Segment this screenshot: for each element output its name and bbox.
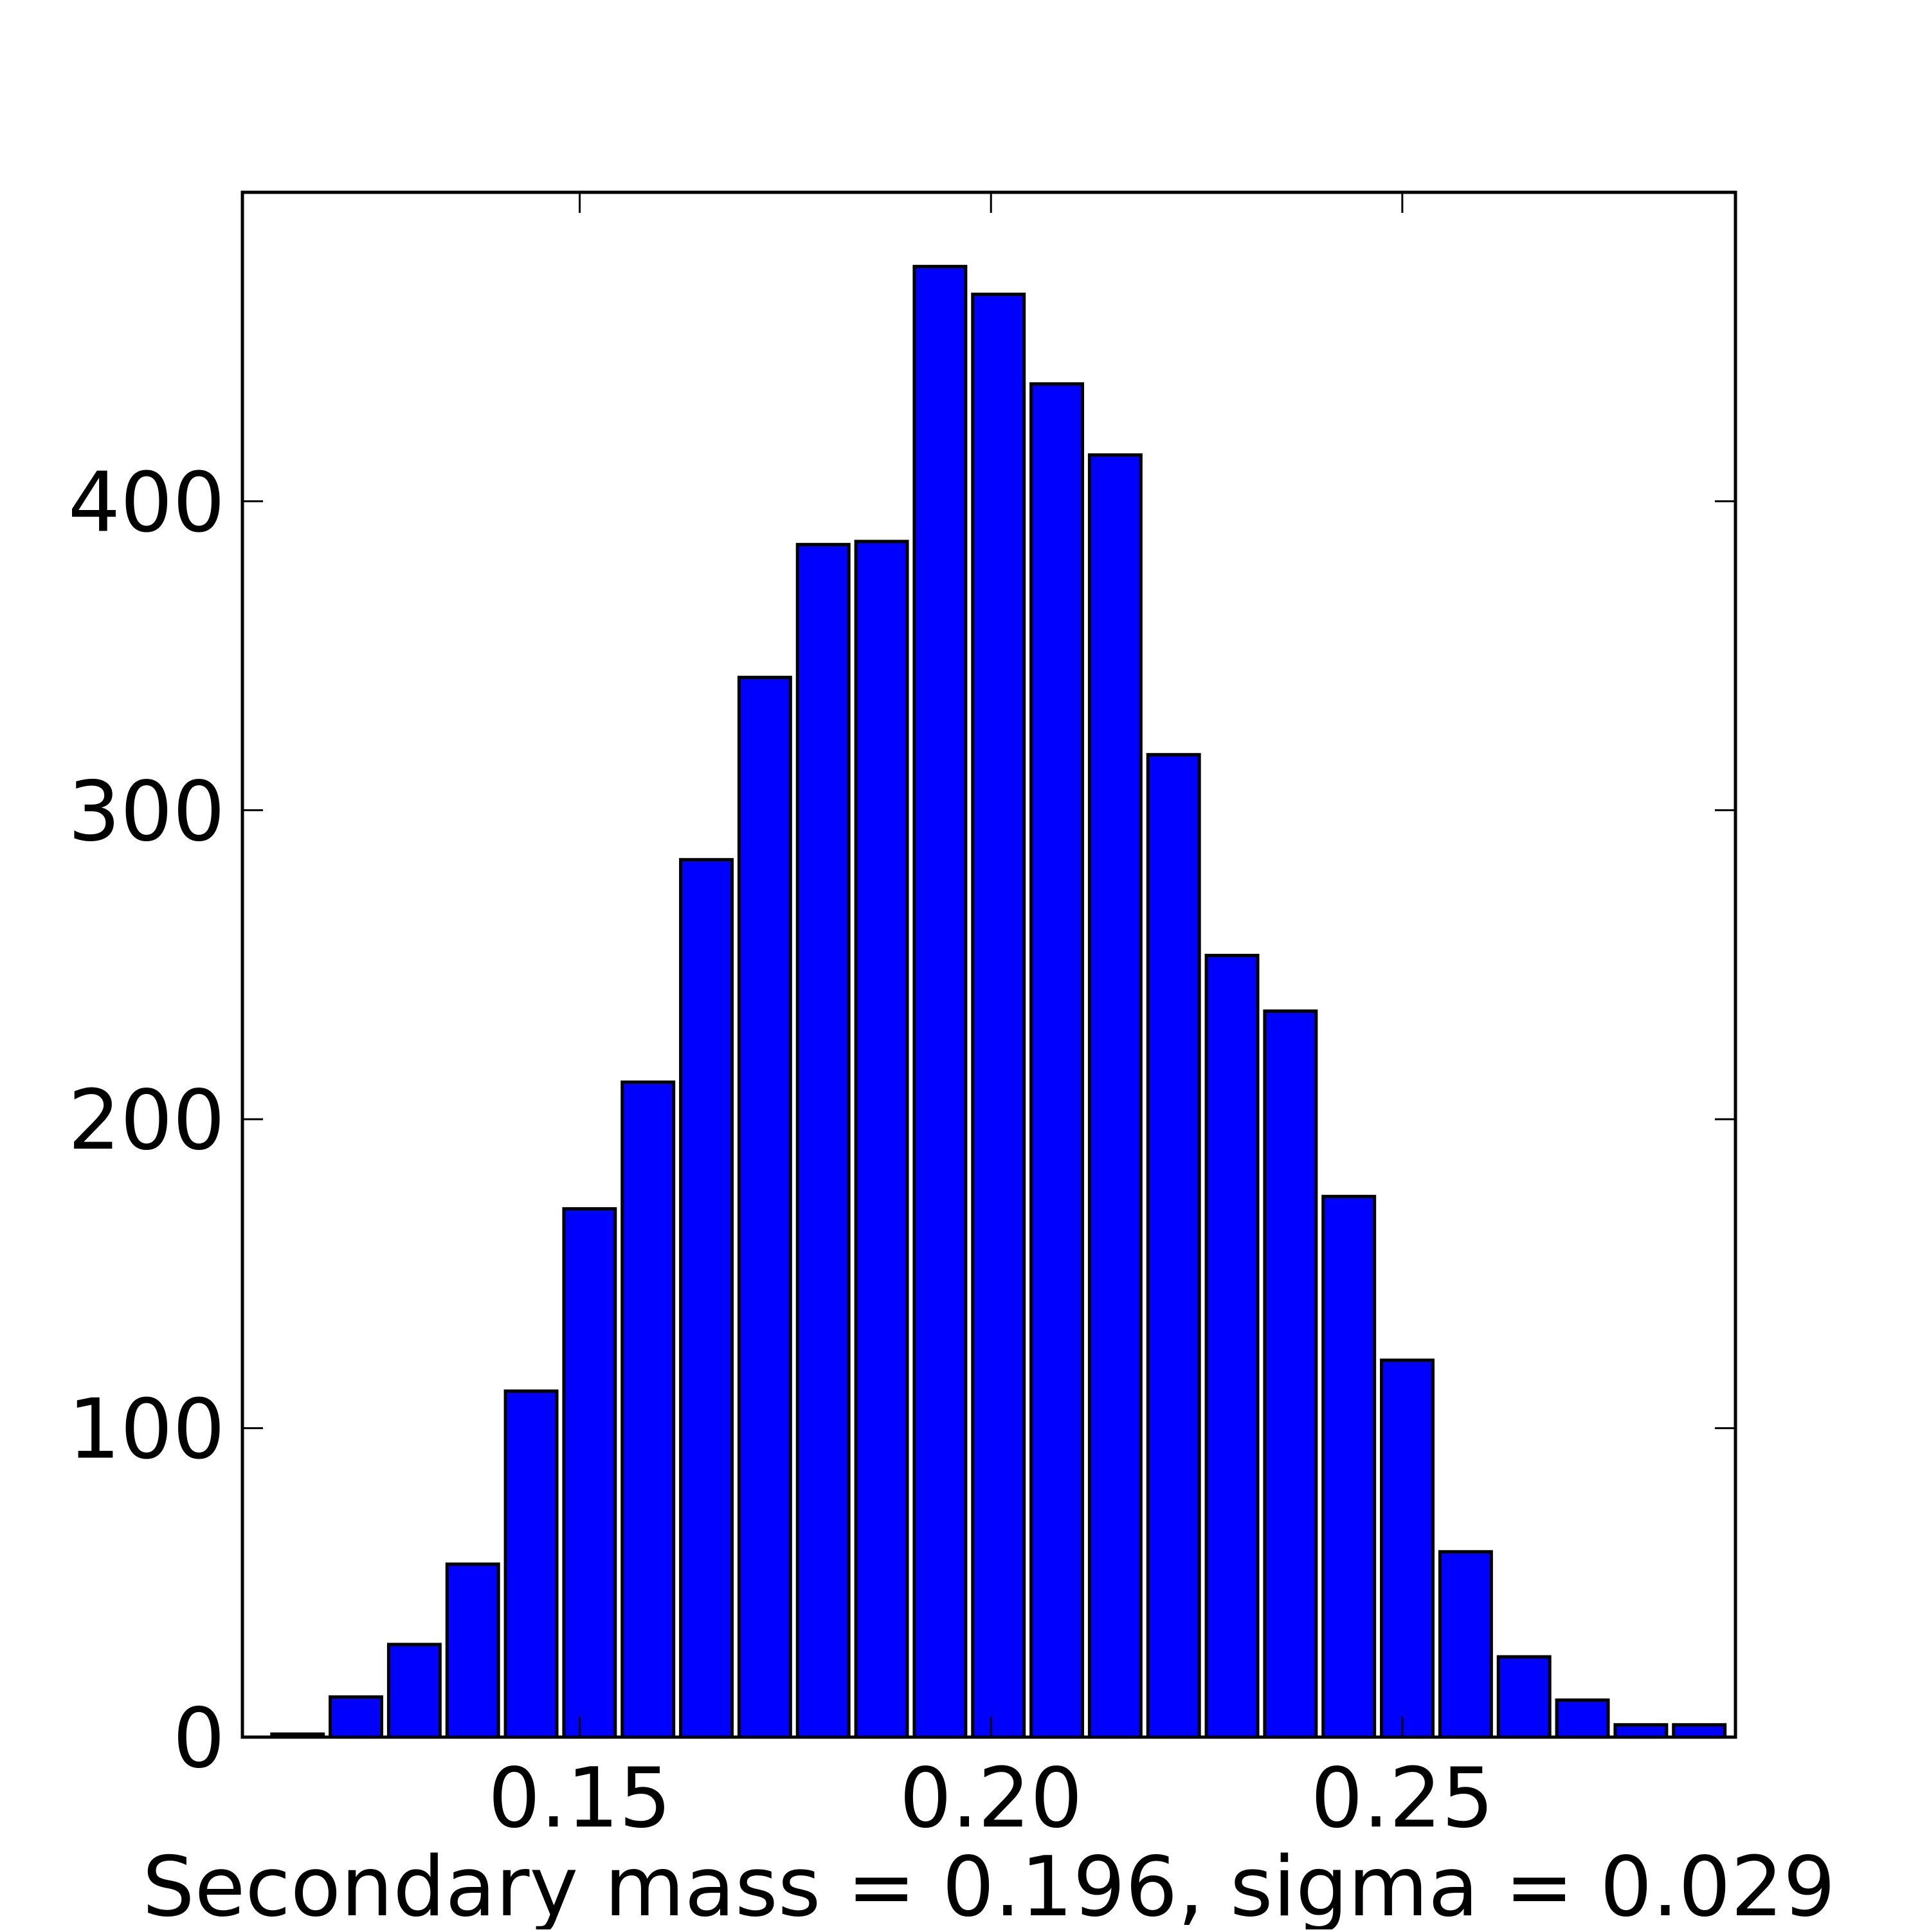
histogram-bar: [562, 1207, 617, 1739]
x-tick-label: 0.20: [900, 1751, 1083, 1846]
y-tick-label: 0: [173, 1691, 225, 1787]
histogram-bar: [912, 264, 968, 1739]
histogram-bar: [1029, 382, 1085, 1739]
histogram-bar: [795, 543, 851, 1739]
histogram-bar: [329, 1695, 384, 1739]
y-tick-label: 100: [68, 1382, 225, 1478]
histogram-bar: [1087, 453, 1143, 1739]
histogram-bar: [1672, 1723, 1727, 1739]
histogram-bar: [679, 858, 734, 1739]
x-tick-label: 0.25: [1310, 1751, 1494, 1846]
histogram-bar: [620, 1080, 676, 1739]
histogram-bar: [1321, 1194, 1377, 1739]
bars-layer: [270, 264, 1727, 1739]
histogram-bar: [737, 675, 792, 1739]
y-tick-label: 300: [68, 764, 225, 860]
histogram-bar: [1263, 1009, 1318, 1739]
y-tick-label: 200: [68, 1073, 225, 1169]
histogram-bar: [971, 293, 1026, 1739]
histogram-bar: [1380, 1358, 1435, 1739]
histogram-bar: [1146, 752, 1201, 1739]
x-tick-label: 0.15: [488, 1751, 671, 1846]
histogram-bar: [386, 1643, 442, 1739]
plot-frame: [240, 190, 1737, 1739]
histogram-bar: [445, 1562, 500, 1739]
histogram-bar: [1496, 1655, 1552, 1739]
histogram-bar: [1438, 1550, 1493, 1739]
histogram-bar: [503, 1389, 559, 1739]
histogram-bar: [1555, 1698, 1610, 1739]
histogram-bar: [1204, 954, 1260, 1739]
x-axis-label: Secondary mass = 0.196, sigma = 0.029: [142, 1839, 1835, 1929]
y-tick-label: 400: [68, 455, 225, 551]
ticks-layer: [242, 192, 1735, 1738]
histogram-bar: [1613, 1723, 1669, 1739]
histogram-bar: [854, 540, 909, 1739]
tick-labels-layer: 0.15 0.20 0.25 0 100 200 300 400: [68, 455, 1494, 1846]
